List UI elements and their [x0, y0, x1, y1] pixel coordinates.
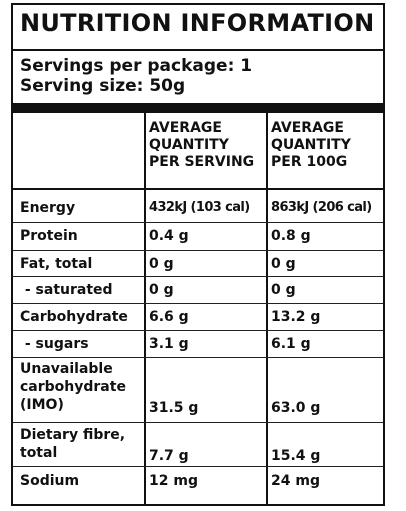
row-label: - saturated [20, 282, 113, 298]
servings-per-package: Servings per package: 1 [20, 56, 253, 76]
row-per-serving: 31.5 g [149, 400, 199, 416]
row-divider [13, 422, 383, 423]
row-per-serving: 0 g [149, 282, 174, 298]
header-line: AVERAGE [149, 120, 222, 136]
row-per-serving: 7.7 g [149, 448, 189, 464]
title-divider [13, 49, 383, 51]
header-line: PER 100G [271, 154, 348, 170]
row-per-100g: 15.4 g [271, 448, 321, 464]
header-line: QUANTITY [149, 137, 229, 153]
thick-divider [13, 103, 383, 113]
row-per-serving: 0.4 g [149, 228, 189, 244]
row-per-serving: 432kJ (103 cal) [149, 200, 250, 215]
row-label: Fat, total [20, 256, 93, 272]
row-label: Protein [20, 228, 78, 244]
header-line: QUANTITY [271, 137, 351, 153]
column-divider-1 [144, 113, 146, 504]
row-label: Dietary fibre, [20, 427, 126, 443]
row-per-serving: 0 g [149, 256, 174, 272]
row-per-100g: 0 g [271, 256, 296, 272]
header-per-serving: AVERAGE QUANTITY PER SERVING [149, 120, 254, 171]
serving-size: Serving size: 50g [20, 76, 186, 96]
table-row: Energy 432kJ (103 cal) 863kJ (206 cal) [13, 196, 383, 222]
table-row: - saturated 0 g 0 g [13, 277, 383, 303]
row-per-100g: 0.8 g [271, 228, 311, 244]
row-per-100g: 63.0 g [271, 400, 321, 416]
panel-title: NUTRITION INFORMATION [20, 9, 375, 37]
table-row: - sugars 3.1 g 6.1 g [13, 331, 383, 357]
table-row: Sodium 12 mg 24 mg [13, 467, 383, 493]
row-per-serving: 6.6 g [149, 309, 189, 325]
row-divider [13, 303, 383, 304]
row-per-100g: 0 g [271, 282, 296, 298]
row-per-100g: 13.2 g [271, 309, 321, 325]
table-row: Carbohydrate 6.6 g 13.2 g [13, 304, 383, 330]
row-per-serving: 3.1 g [149, 336, 189, 352]
row-divider [13, 357, 383, 358]
row-label: Unavailable [20, 361, 113, 377]
nutrition-panel: NUTRITION INFORMATION Servings per packa… [11, 3, 385, 506]
row-label: (IMO) [20, 397, 64, 413]
row-label: - sugars [20, 336, 89, 352]
row-label: total [20, 445, 58, 461]
row-divider [13, 330, 383, 331]
row-label: carbohydrate [20, 379, 126, 395]
table-row: Protein 0.4 g 0.8 g [13, 223, 383, 249]
table-row: Dietary fibre, total 7.7 g 15.4 g [13, 423, 383, 467]
header-line: PER SERVING [149, 154, 255, 170]
header-per-100g: AVERAGE QUANTITY PER 100G [271, 120, 351, 171]
row-divider [13, 276, 383, 277]
row-divider [13, 250, 383, 251]
row-divider [13, 466, 383, 467]
table-row: Unavailable carbohydrate (IMO) 31.5 g 63… [13, 358, 383, 422]
row-per-100g: 863kJ (206 cal) [271, 200, 372, 215]
header-line: AVERAGE [271, 120, 344, 136]
table-row: Fat, total 0 g 0 g [13, 251, 383, 277]
row-label: Sodium [20, 473, 80, 489]
row-per-100g: 6.1 g [271, 336, 311, 352]
header-divider [13, 188, 383, 190]
row-label: Energy [20, 200, 76, 216]
column-divider-2 [266, 113, 268, 504]
row-label: Carbohydrate [20, 309, 128, 325]
row-per-serving: 12 mg [149, 473, 198, 489]
row-per-100g: 24 mg [271, 473, 320, 489]
row-divider [13, 222, 383, 223]
serving-info: Servings per package: 1 Serving size: 50… [20, 56, 252, 96]
